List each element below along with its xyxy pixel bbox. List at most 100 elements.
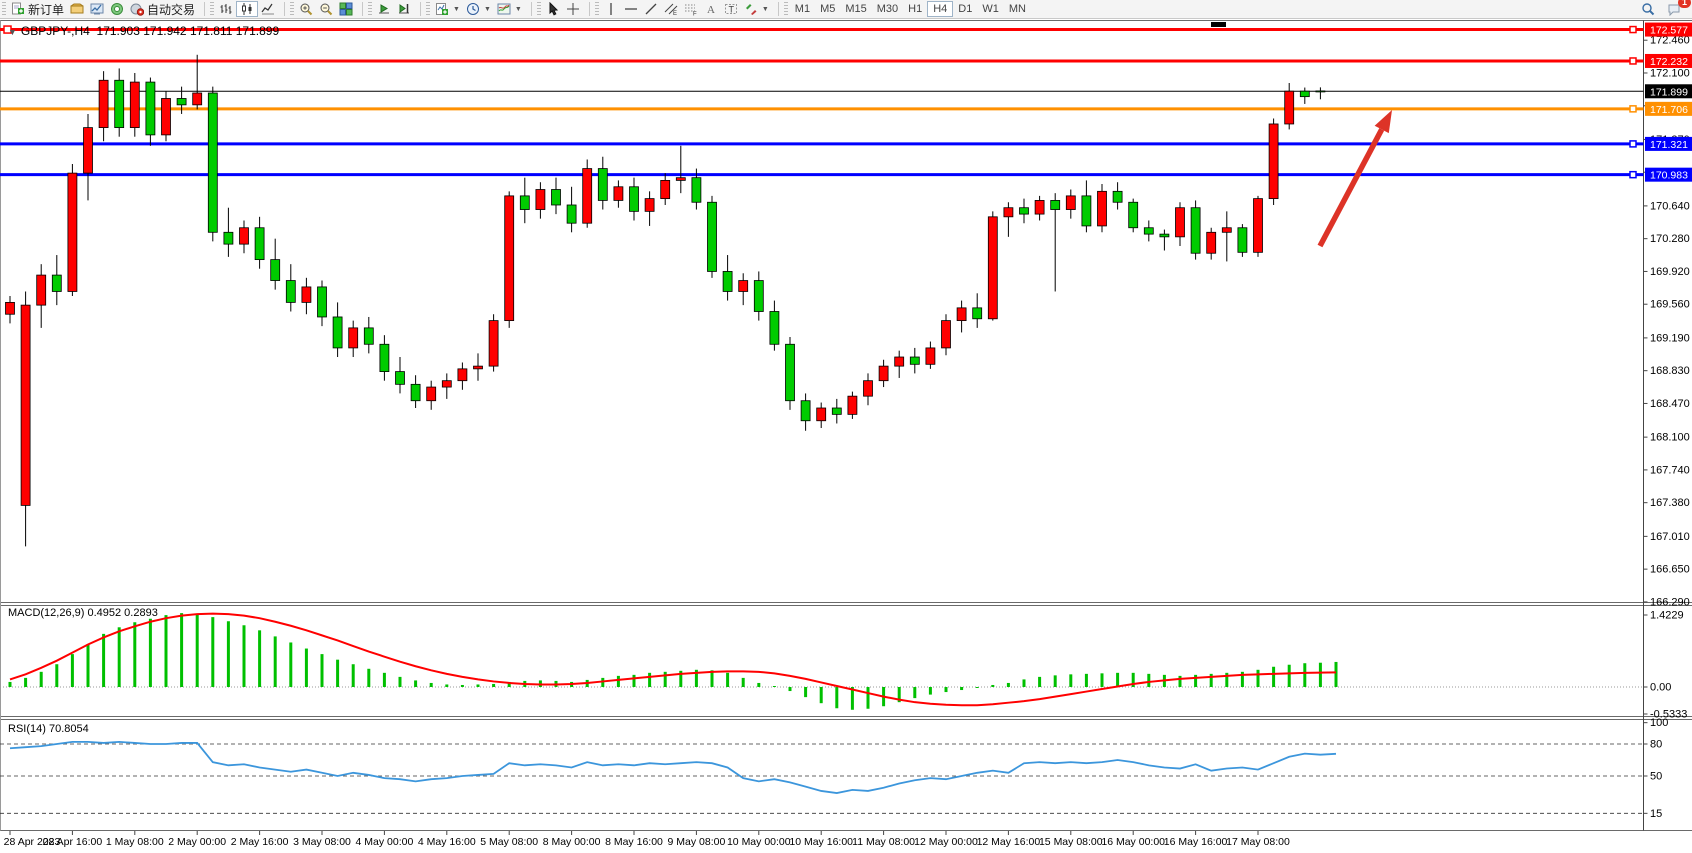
- toolbar-grip[interactable]: [368, 2, 373, 16]
- candle-chart-icon: [242, 3, 252, 15]
- toolbar-grip[interactable]: [426, 2, 431, 16]
- search-button[interactable]: [1638, 1, 1658, 17]
- crosshair-button[interactable]: [563, 1, 583, 17]
- market-watch-button[interactable]: [87, 1, 107, 17]
- dropdown-arrow-icon[interactable]: ▼: [514, 5, 522, 13]
- line-chart-button[interactable]: [258, 1, 278, 17]
- trendline-button[interactable]: [641, 1, 661, 17]
- hline-button[interactable]: [621, 1, 641, 17]
- candlesticks: [5, 54, 1326, 547]
- auto-scroll-button[interactable]: [374, 1, 394, 17]
- timeframe-h4-button[interactable]: H4: [927, 1, 954, 17]
- price-tick-label: 172.460: [1650, 35, 1690, 47]
- timeframe-d1-button[interactable]: D1: [958, 3, 973, 15]
- panel-borders: [0, 20, 1692, 831]
- dropdown-arrow-icon[interactable]: ▼: [761, 5, 769, 13]
- candle-body: [98, 79, 109, 129]
- shapes-button[interactable]: ▼: [741, 1, 772, 17]
- timeframe-mn-button[interactable]: MN: [1008, 3, 1026, 15]
- time-tick-label: 2 May 00:00: [168, 836, 226, 848]
- candle-body: [769, 311, 780, 345]
- candle-body: [285, 280, 296, 303]
- candle-body: [1237, 227, 1248, 253]
- toolbar-grip[interactable]: [290, 2, 295, 16]
- line-anchor-marker[interactable]: [1629, 170, 1637, 179]
- chart-title-collapse-icon[interactable]: ▼: [8, 27, 17, 37]
- toolbar-grip[interactable]: [2, 2, 6, 16]
- candle-body: [317, 286, 327, 318]
- indicators-button[interactable]: ▼: [432, 1, 463, 17]
- candle-body: [1128, 201, 1139, 229]
- zoom-in-button[interactable]: [296, 1, 316, 17]
- line-anchor-marker[interactable]: [1629, 140, 1637, 148]
- price-badge-label: 172.577: [1650, 25, 1688, 37]
- periods-button[interactable]: ▼: [463, 1, 494, 17]
- toolbar-grip[interactable]: [783, 2, 788, 16]
- notifications-button[interactable]: 1: [1664, 0, 1691, 17]
- profiles-button[interactable]: [67, 1, 87, 17]
- dropdown-arrow-icon[interactable]: ▼: [483, 5, 491, 13]
- search-icon: [1642, 3, 1655, 16]
- tile-windows-button[interactable]: [336, 1, 356, 17]
- line-anchor-marker[interactable]: [1629, 105, 1637, 113]
- line-anchor-marker[interactable]: [3, 25, 12, 34]
- candle-body: [691, 177, 702, 203]
- time-tick-label: 16 May 00:00: [1101, 836, 1165, 848]
- candle-body: [1143, 227, 1154, 235]
- timeframe-w1-button[interactable]: W1: [982, 3, 999, 15]
- text-button[interactable]: A: [701, 1, 721, 17]
- candle-chart-button[interactable]: [236, 1, 259, 17]
- toolbar-separator: [777, 2, 779, 16]
- chart-ohlc-values: 171.903 171.942 171.811 171.899: [96, 24, 280, 38]
- new-order-button[interactable]: 新订单: [8, 1, 67, 17]
- fibonacci-button[interactable]: F: [681, 1, 701, 17]
- price-badge: [1645, 167, 1692, 182]
- candle-body: [254, 227, 265, 261]
- price-axis[interactable]: 172.460172.100171.740171.370171.010170.6…: [1643, 35, 1690, 609]
- candle-body: [1253, 198, 1263, 253]
- rsi-tick-label: 50: [1650, 771, 1662, 783]
- line-anchor-marker[interactable]: [1629, 57, 1637, 65]
- candle-body: [1284, 90, 1295, 125]
- candle-body: [1268, 123, 1279, 200]
- candle-body: [816, 407, 827, 422]
- candle-body: [535, 189, 546, 210]
- cursor-icon: [549, 2, 558, 16]
- vline-button[interactable]: [601, 1, 621, 17]
- bar-chart-button[interactable]: [216, 1, 236, 17]
- label-button[interactable]: T: [721, 1, 741, 17]
- cursor-button[interactable]: [543, 1, 563, 17]
- channel-button[interactable]: E: [661, 1, 681, 17]
- templates-button[interactable]: ▼: [494, 1, 525, 17]
- timeframe-m30-button[interactable]: M30: [876, 3, 899, 15]
- candle-body: [426, 386, 437, 402]
- timeframe-m5-button[interactable]: M5: [820, 3, 836, 15]
- zoom-out-icon: [320, 3, 333, 16]
- timeframe-m15-button[interactable]: M15: [845, 3, 867, 15]
- autotrade-button[interactable]: 自动交易: [127, 1, 198, 17]
- chart-shift-button[interactable]: [394, 1, 414, 17]
- navigator-button[interactable]: [107, 1, 127, 17]
- shapes-icon: [745, 4, 757, 15]
- autotrade-button-label: 自动交易: [147, 2, 196, 17]
- candle-body: [722, 271, 733, 292]
- candle-body: [644, 198, 655, 212]
- dropdown-arrow-icon[interactable]: ▼: [453, 5, 460, 13]
- candle-body: [51, 274, 62, 292]
- line-anchor-marker[interactable]: [1629, 25, 1637, 34]
- time-tick-label: 11 May 08:00: [852, 836, 915, 848]
- time-tick-label: 8 May 00:00: [543, 836, 601, 848]
- candle-body: [1206, 231, 1217, 254]
- toolbar-grip[interactable]: [594, 2, 599, 16]
- timeframe-m1-button[interactable]: M1: [794, 3, 811, 15]
- candle-body: [738, 280, 749, 292]
- toolbar-grip[interactable]: [536, 2, 541, 16]
- zoom-out-button[interactable]: [316, 1, 336, 17]
- time-tick-label: 28 Apr 16:00: [43, 836, 103, 848]
- autotrade-icon: [130, 3, 145, 16]
- timeframe-h1-button[interactable]: H1: [908, 3, 923, 15]
- toolbar-grip[interactable]: [210, 2, 215, 16]
